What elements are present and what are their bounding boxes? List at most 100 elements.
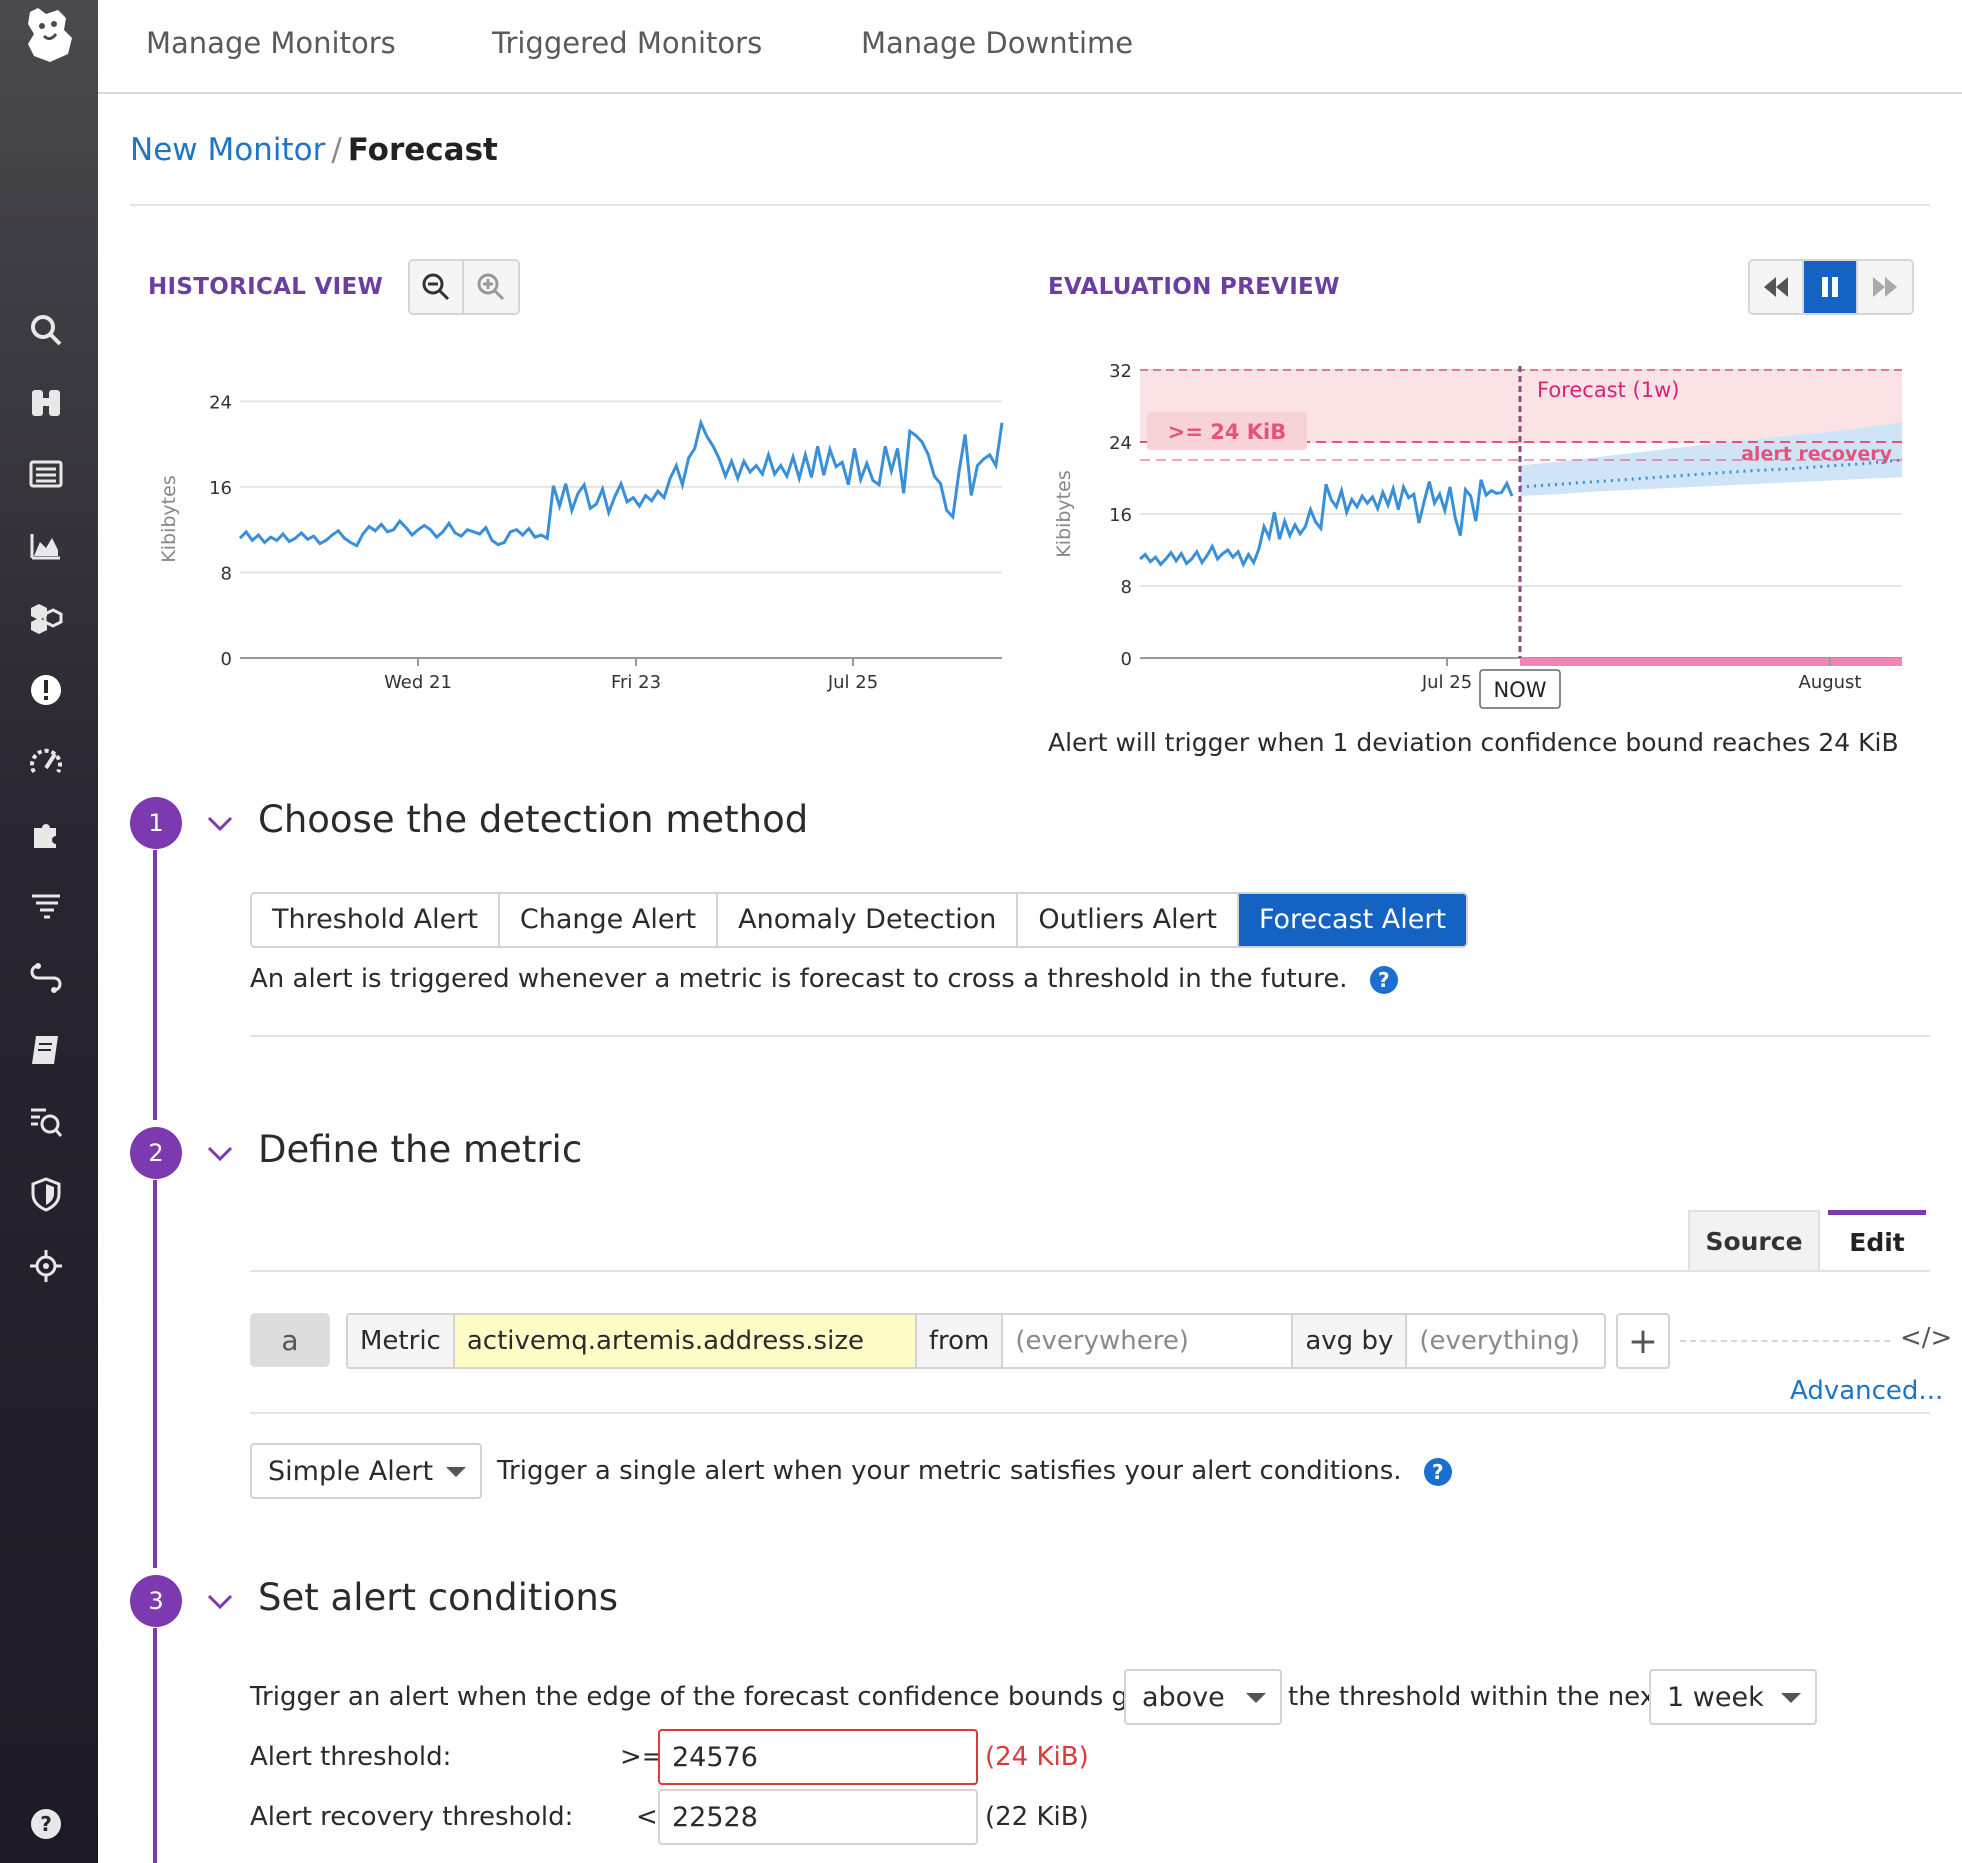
recovery-threshold-unit: (22 KiB) [985, 1802, 1089, 1832]
alert-threshold-input[interactable]: 24576 [658, 1729, 978, 1785]
recovery-threshold-label: Alert recovery threshold: [250, 1802, 574, 1832]
advanced-link[interactable]: Advanced... [1790, 1376, 1944, 1406]
page-title: Forecast [347, 132, 498, 168]
chevron-down-icon[interactable] [206, 1592, 234, 1612]
detection-description-text: An alert is triggered whenever a metric … [250, 964, 1348, 994]
from-input[interactable]: (everywhere) [1003, 1315, 1294, 1367]
tab-triggered-monitors[interactable]: Triggered Monitors [492, 26, 763, 60]
fast-forward-icon [1873, 277, 1897, 297]
breadcrumb: New Monitor / Forecast [130, 132, 498, 168]
binoculars-icon[interactable] [28, 384, 64, 420]
alert-threshold-unit: (24 KiB) [985, 1742, 1089, 1772]
step-2-title: Define the metric [258, 1128, 583, 1171]
zoom-out-icon [422, 273, 450, 301]
tab-source[interactable]: Source [1688, 1210, 1820, 1270]
threshold-label: >= 24 KiB [1168, 420, 1287, 444]
tab-anomaly-detection[interactable]: Anomaly Detection [718, 894, 1019, 946]
evaluation-caption: Alert will trigger when 1 deviation conf… [1048, 728, 1899, 757]
synthetics-link-icon[interactable] [28, 960, 64, 996]
tab-edit[interactable]: Edit [1828, 1210, 1926, 1270]
logs-filter-icon[interactable] [28, 888, 64, 924]
chevron-down-icon[interactable] [206, 814, 234, 834]
list-icon[interactable] [28, 456, 64, 492]
top-navigation: Manage Monitors Triggered Monitors Manag… [98, 0, 1962, 94]
breadcrumb-new-monitor[interactable]: New Monitor [130, 132, 326, 168]
window-select[interactable]: 1 week [1649, 1669, 1817, 1725]
divider [250, 1412, 1930, 1414]
tab-manage-monitors[interactable]: Manage Monitors [146, 26, 396, 60]
apm-gauge-icon[interactable] [28, 744, 64, 780]
threshold-label-box [1147, 412, 1307, 450]
from-label: from [916, 1315, 1004, 1367]
alert-bar [1520, 658, 1902, 666]
y-tick-label: 32 [1109, 361, 1132, 382]
trigger-prefix-text: Trigger an alert when the edge of the fo… [250, 1682, 1174, 1712]
history-line [1139, 479, 1514, 568]
x-tick-label: Jul 25 [1421, 672, 1472, 693]
rewind-button[interactable] [1750, 261, 1804, 313]
zoom-button-group [408, 259, 520, 315]
code-icon[interactable]: </> [1900, 1323, 1953, 1353]
caret-down-icon [1781, 1693, 1801, 1703]
chevron-down-icon[interactable] [206, 1144, 234, 1164]
divider [130, 204, 1930, 206]
forecast-label: Forecast (1w) [1537, 378, 1679, 402]
recovery-threshold-input[interactable]: 22528 [658, 1789, 978, 1845]
y-tick-label: 0 [1121, 649, 1132, 670]
tab-manage-downtime[interactable]: Manage Downtime [861, 26, 1134, 60]
metric-input[interactable]: activemq.artemis.address.size [454, 1315, 917, 1367]
help-icon[interactable]: ? [28, 1806, 64, 1842]
now-badge [1479, 669, 1561, 709]
playback-button-group [1748, 259, 1914, 315]
infrastructure-icon[interactable] [28, 600, 64, 636]
avg-by-input[interactable]: (everything) [1419, 1326, 1580, 1356]
zoom-in-icon [477, 273, 505, 301]
divider [1680, 1340, 1890, 1342]
tab-outliers-alert[interactable]: Outliers Alert [1018, 894, 1239, 946]
tab-threshold-alert[interactable]: Threshold Alert [252, 894, 500, 946]
alert-threshold-operator: >= [620, 1742, 664, 1772]
alert-type-select[interactable]: Simple Alert [250, 1443, 482, 1499]
y-axis-label: Kibibytes [158, 475, 180, 562]
window-value: 1 week [1667, 1681, 1764, 1713]
notebooks-icon[interactable] [28, 1032, 64, 1068]
alert-threshold-label: Alert threshold: [250, 1742, 452, 1772]
datadog-logo-icon[interactable] [20, 4, 78, 66]
y-axis-label: Kibibytes [1053, 470, 1075, 557]
alert-type-value: Simple Alert [268, 1455, 434, 1487]
historical-chart: 0 8 16 24 Kibibytes Wed 21 Fri 23 Jul 25 [158, 392, 1004, 693]
add-query-button[interactable]: + [1616, 1313, 1670, 1369]
historical-view-label: HISTORICAL VIEW [148, 274, 384, 300]
tab-forecast-alert[interactable]: Forecast Alert [1238, 894, 1467, 946]
fast-forward-button[interactable] [1858, 261, 1912, 313]
integrations-puzzle-icon[interactable] [28, 816, 64, 852]
divider [250, 1270, 1930, 1272]
x-tick-label: August [1799, 672, 1862, 693]
forecast-line [1519, 458, 1903, 489]
monitors-alert-icon[interactable] [28, 672, 64, 708]
help-icon[interactable]: ? [1369, 965, 1398, 994]
x-tick-label: Jul 25 [827, 672, 878, 693]
step-connector [153, 1180, 157, 1568]
tab-change-alert[interactable]: Change Alert [499, 894, 719, 946]
pause-button[interactable] [1804, 261, 1858, 313]
chart-area-icon[interactable] [28, 528, 64, 564]
trigger-middle-text: the threshold within the next [1288, 1682, 1666, 1712]
security-shield-icon[interactable] [28, 1176, 64, 1212]
watchdog-icon[interactable] [28, 1248, 64, 1284]
direction-select[interactable]: above [1124, 1669, 1282, 1725]
series-line [238, 418, 1004, 548]
rum-search-icon[interactable] [28, 1104, 64, 1140]
evaluation-preview-label: EVALUATION PREVIEW [1048, 274, 1340, 300]
x-tick-label: Fri 23 [611, 672, 661, 693]
zoom-out-button[interactable] [410, 261, 464, 313]
step-connector [153, 850, 157, 1120]
zoom-in-button[interactable] [464, 261, 518, 313]
search-icon[interactable] [28, 312, 64, 348]
alert-type-description: Trigger a single alert when your metric … [497, 1456, 1452, 1486]
help-icon[interactable]: ? [1423, 1457, 1452, 1486]
caret-down-icon [1246, 1693, 1266, 1703]
y-tick-label: 8 [1121, 577, 1132, 598]
detection-method-tabs: Threshold Alert Change Alert Anomaly Det… [250, 892, 1469, 948]
y-tick-label: 8 [221, 563, 232, 584]
